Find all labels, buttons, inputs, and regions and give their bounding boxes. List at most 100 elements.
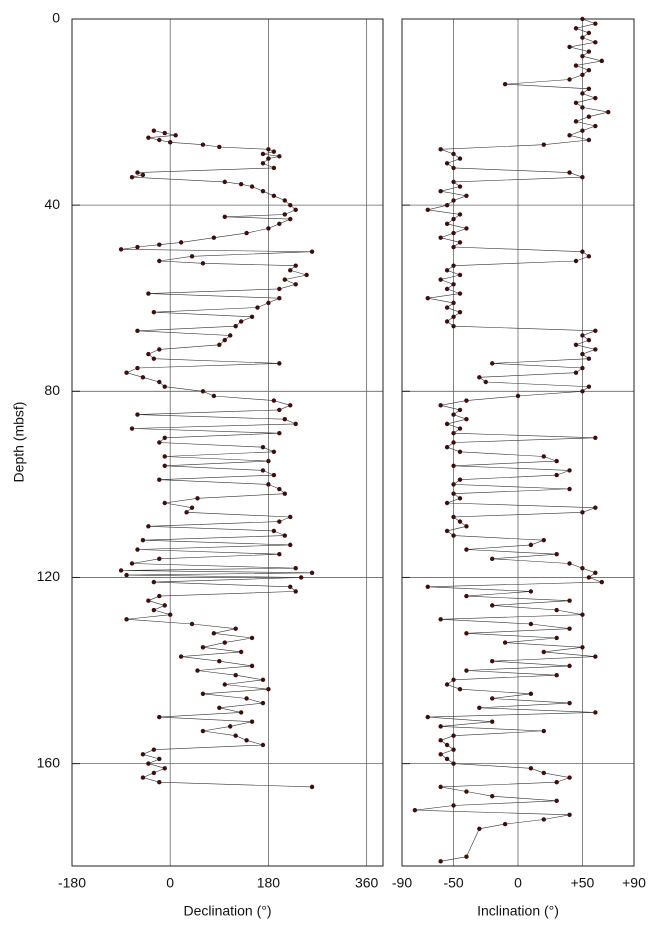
data-point <box>444 268 450 273</box>
data-point <box>438 277 443 282</box>
data-point <box>118 568 124 573</box>
data-point <box>451 463 456 468</box>
data-point <box>178 654 184 659</box>
data-point <box>528 589 534 594</box>
data-point <box>502 81 508 87</box>
data-point <box>277 286 282 292</box>
data-point <box>464 417 469 422</box>
data-point <box>200 389 206 394</box>
data-point <box>118 247 124 252</box>
data-point <box>288 403 293 408</box>
data-point <box>593 123 598 129</box>
data-point <box>573 100 579 105</box>
data-point <box>541 728 546 734</box>
data-point <box>228 724 233 729</box>
data-point <box>606 109 611 115</box>
x-tick-label: -90 <box>392 875 412 891</box>
data-point <box>483 379 488 385</box>
data-point <box>580 175 585 180</box>
data-point <box>140 172 146 178</box>
data-point <box>593 435 598 441</box>
data-point <box>451 514 456 520</box>
data-point <box>146 524 151 529</box>
data-point <box>528 691 534 697</box>
data-point <box>157 593 162 599</box>
data-point <box>304 272 309 278</box>
data-point <box>288 584 293 589</box>
data-point <box>490 361 495 366</box>
data-point <box>567 44 572 50</box>
data-point <box>151 747 157 752</box>
x-tick-label: 0 <box>514 875 522 891</box>
data-point <box>249 635 255 641</box>
data-point <box>541 142 546 147</box>
data-point <box>173 133 178 138</box>
data-point <box>580 105 585 110</box>
data-point <box>168 140 173 145</box>
data-point <box>151 356 157 361</box>
data-point <box>293 589 298 594</box>
data-point <box>490 556 495 562</box>
data-point <box>580 54 585 59</box>
data-point <box>586 67 592 73</box>
y-tick-label: 160 <box>37 754 61 770</box>
data-point <box>293 263 298 268</box>
data-point <box>135 328 140 334</box>
data-point <box>271 149 277 154</box>
data-point <box>457 309 463 315</box>
data-point <box>277 486 282 492</box>
data-point <box>438 859 443 864</box>
data-point <box>211 235 217 240</box>
data-point <box>451 179 456 185</box>
data-point <box>464 631 469 636</box>
data-point <box>567 700 572 706</box>
data-point <box>298 575 304 580</box>
data-point <box>425 296 430 301</box>
data-point <box>593 710 598 715</box>
data-point <box>168 612 173 617</box>
data-point <box>135 244 140 250</box>
x-tick-label: 360 <box>355 875 379 891</box>
data-point <box>162 463 167 468</box>
data-point <box>157 556 162 562</box>
data-point <box>146 761 151 766</box>
data-point <box>580 72 585 78</box>
data-point <box>580 128 585 133</box>
data-point <box>580 510 585 515</box>
data-point <box>162 435 167 441</box>
data-point <box>412 807 418 813</box>
data-point <box>157 440 162 445</box>
data-point <box>593 570 598 576</box>
data-point <box>277 551 282 557</box>
data-point <box>457 212 463 217</box>
data-point <box>457 407 463 413</box>
data-point <box>222 337 227 343</box>
data-point <box>266 147 271 152</box>
data-point <box>162 766 167 771</box>
data-point <box>211 393 217 399</box>
data-point <box>573 342 579 347</box>
data-point <box>200 645 206 650</box>
data-point <box>502 640 508 645</box>
data-point <box>288 542 293 548</box>
data-point <box>266 482 271 487</box>
data-point <box>222 682 227 687</box>
x-tick-label: +50 <box>571 875 595 891</box>
data-point <box>515 393 521 399</box>
data-point <box>277 221 282 226</box>
data-point <box>593 95 598 101</box>
data-point <box>135 365 140 371</box>
data-point <box>464 193 469 199</box>
plot-frame <box>401 18 635 867</box>
data-point <box>554 635 559 641</box>
data-point <box>593 505 598 510</box>
data-point <box>238 649 244 655</box>
data-point <box>457 519 463 524</box>
data-point <box>135 412 140 417</box>
data-point <box>567 663 572 669</box>
data-point <box>438 617 443 622</box>
data-point <box>464 524 469 529</box>
data-point <box>146 291 151 296</box>
data-point <box>580 645 585 650</box>
data-point <box>438 403 443 408</box>
